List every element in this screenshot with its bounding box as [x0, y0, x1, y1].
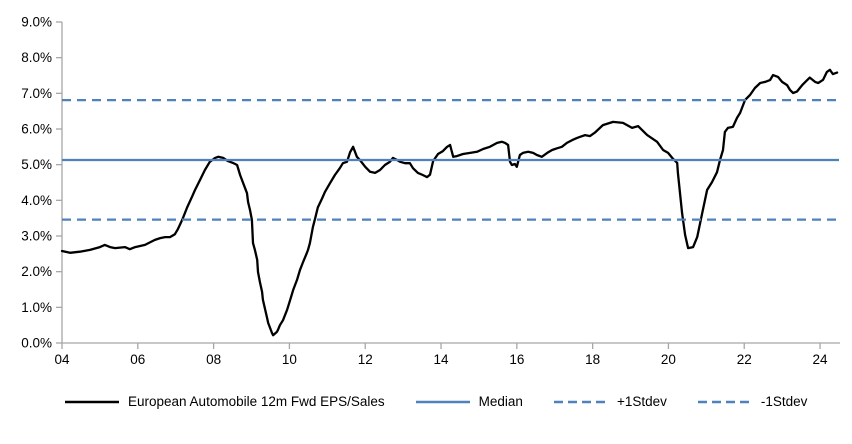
y-tick-label: 3.0% — [21, 229, 52, 244]
legend-label-median: Median — [478, 394, 523, 409]
x-tick-label: 04 — [54, 352, 70, 367]
legend-line-sample-plus1stdev — [553, 400, 608, 403]
legend-item-median: Median — [415, 394, 523, 409]
x-tick-label: 14 — [434, 352, 450, 367]
x-tick-label: 20 — [661, 352, 676, 367]
legend-line-sample-median — [415, 400, 470, 403]
x-tick-label: 06 — [130, 352, 145, 367]
legend-item-minus1stdev: -1Stdev — [697, 394, 808, 409]
legend-item-plus1stdev: +1Stdev — [553, 394, 667, 409]
y-tick-label: 2.0% — [21, 264, 52, 279]
y-tick-label: 7.0% — [21, 86, 52, 101]
legend-label-eps-sales: European Automobile 12m Fwd EPS/Sales — [128, 394, 385, 409]
x-tick-label: 22 — [737, 352, 752, 367]
chart-legend: European Automobile 12m Fwd EPS/Sales Me… — [0, 394, 852, 409]
series-line-eps-sales — [60, 68, 839, 337]
legend-label-minus1stdev: -1Stdev — [760, 394, 808, 409]
y-tick-label: 8.0% — [21, 50, 52, 65]
eps-sales-line-chart: 0.0% 1.0% 2.0% 3.0% 4.0% 5.0% 6.0% 7.0% 8.0% 9.0%… — [21, 15, 840, 367]
y-tick-label: 0.0% — [21, 336, 52, 351]
legend-label-plus1stdev: +1Stdev — [616, 394, 667, 409]
x-tick-label: 10 — [282, 352, 297, 367]
y-tick-label: 4.0% — [21, 193, 52, 208]
x-tick-label: 24 — [813, 352, 829, 367]
legend-line-sample-series — [65, 400, 119, 403]
y-tick-label: 1.0% — [21, 300, 52, 315]
y-tick-label: 6.0% — [21, 122, 52, 137]
legend-item-eps-sales: European Automobile 12m Fwd EPS/Sales — [64, 394, 385, 409]
y-tick-label: 9.0% — [21, 15, 52, 30]
legend-line-sample-minus1stdev — [697, 400, 752, 403]
y-tick-label: 5.0% — [21, 157, 52, 172]
x-tick-label: 12 — [358, 352, 373, 367]
x-tick-label: 18 — [585, 352, 600, 367]
x-tick-label: 16 — [509, 352, 524, 367]
x-tick-label: 08 — [206, 352, 221, 367]
